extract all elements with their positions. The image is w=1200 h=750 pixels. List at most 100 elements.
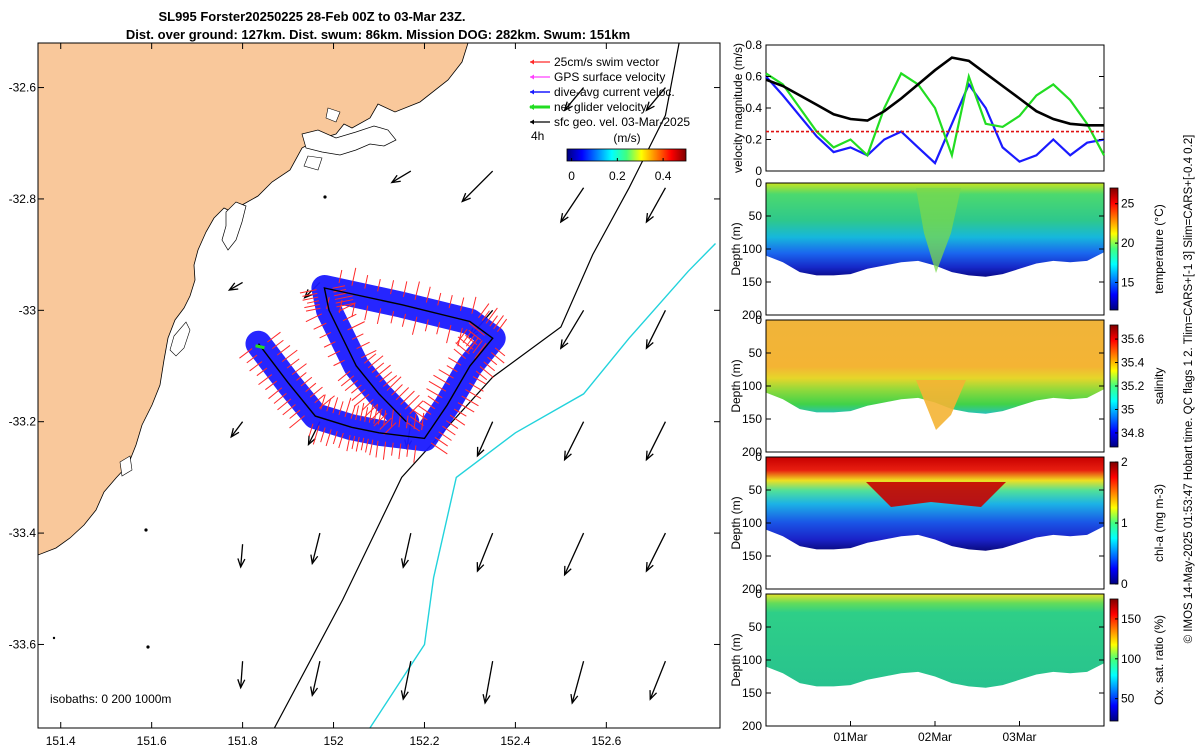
swim-vector (478, 303, 490, 319)
oxygen-section-ytick-label: 100 (742, 653, 762, 667)
swim-vector (459, 297, 465, 312)
geo-velocity-arrow (645, 187, 667, 224)
swim-vector (446, 324, 452, 344)
swim-vector (449, 414, 466, 426)
geo-arrow-head (461, 192, 471, 203)
swim-vector (483, 361, 495, 372)
swim-vector (390, 311, 395, 324)
oxygen-section-xtick-label: 01Mar (833, 730, 867, 744)
temperature-section-ytick-label: 0 (755, 176, 762, 190)
geo-arrow-shaft (645, 310, 667, 349)
swim-vector (437, 292, 442, 306)
swim-vector (277, 398, 292, 411)
lake-2 (325, 107, 341, 123)
swim-vector (351, 302, 356, 317)
swim-vector (289, 415, 305, 429)
map-axis-ticks: 151.4 151.6 151.8 152 152.2 152.4 152.6 -32.6 -3… (9, 43, 720, 748)
geo-arrow-head (310, 686, 319, 698)
swim-vector (337, 370, 351, 382)
legend-dive-label: dive-avg current veloc. (554, 85, 675, 99)
salinity-section-panel: 0 50 100 150 200 Depth (m) 34.8 35 35.2 35.4 35.6 s… (729, 313, 1166, 459)
geo-arrow-head (645, 339, 654, 350)
chlorophyll-section-ytick-label: 150 (742, 549, 762, 563)
swim-vector (479, 366, 494, 378)
swim-vector (305, 307, 321, 312)
swim-vector (375, 364, 391, 378)
geo-arrow-shaft (240, 544, 244, 568)
swim-vector (249, 361, 263, 372)
swim-vector (413, 413, 417, 430)
swim-vector (273, 392, 287, 404)
velocity-panel: 0 0.2 0.4 0.6 0.8 velocity magnitude (m/s) (731, 38, 1105, 178)
swim-vector (457, 327, 463, 347)
swim-vector (335, 299, 354, 304)
swim-vector (489, 315, 498, 327)
swim-vector (361, 399, 374, 411)
colorbar-tick-label: 0 (568, 169, 575, 183)
swim-vector (369, 439, 374, 456)
title-line-2: Dist. over ground: 127km. Dist. swum: 86… (126, 27, 630, 42)
geo-arrow-shaft (571, 660, 585, 704)
swim-vector (391, 442, 394, 456)
velocity-ytick-label: 0 (755, 164, 762, 178)
chlorophyll-section-ytick-label: 0 (755, 450, 762, 464)
swim-vector (382, 375, 398, 387)
geo-velocity-arrow (570, 660, 585, 705)
salinity-high-core (916, 380, 966, 430)
swim-vector (391, 384, 403, 396)
swim-vector (472, 340, 483, 354)
chlorophyll-maximum-core (866, 482, 1006, 507)
swim-vector (276, 345, 291, 356)
swim-vector (424, 319, 429, 332)
geo-arrow-head (230, 428, 240, 439)
geo-arrow-shaft (476, 421, 494, 457)
chlorophyll-section-ytick-label: 200 (742, 582, 762, 596)
swim-vector (351, 333, 364, 340)
velocity-ytick-label: 0.2 (745, 133, 762, 147)
swim-vector (338, 401, 344, 416)
geo-velocity-arrow (237, 544, 246, 569)
geo-velocity-arrow (310, 532, 321, 566)
swim-vector (434, 436, 448, 447)
map-xtick-label: 152.6 (591, 734, 621, 748)
swim-vector (360, 437, 365, 451)
swim-vector (355, 405, 360, 420)
swim-vector (400, 390, 415, 405)
swim-vector (323, 341, 336, 348)
geo-arrow-head (645, 212, 654, 224)
geo-arrow-head (563, 450, 572, 462)
salinity-section-ytick-label: 150 (742, 412, 762, 426)
chlorophyll-section-ctick-label: 2 (1121, 455, 1128, 469)
swim-vector (490, 352, 505, 364)
swim-vector (411, 409, 428, 421)
geo-velocity-arrow (390, 170, 412, 184)
geo-arrow-shaft (311, 661, 321, 696)
temperature-section-ctick-label: 15 (1121, 275, 1135, 289)
legend-swim-arrowhead (530, 59, 534, 65)
isobaths-label: isobaths: 0 200 1000m (50, 692, 171, 706)
geo-arrow-head (559, 213, 569, 224)
velocity-line-net-glider (765, 71, 1105, 160)
geo-velocity-arrow (400, 532, 412, 569)
geo-arrow-shaft (645, 187, 667, 223)
swim-vector (351, 435, 356, 450)
geo-arrow-shaft (560, 187, 585, 223)
map-xtick-label: 152.2 (409, 734, 439, 748)
isobath-1000m (369, 243, 716, 728)
swim-vector (320, 427, 326, 443)
lake-3 (303, 155, 323, 171)
geo-arrow-shaft (564, 532, 585, 576)
colorbar-tick-label: 0.2 (609, 169, 626, 183)
net-glider-velocity (255, 344, 265, 350)
swim-vector (379, 417, 392, 430)
map-xtick-label: 151.8 (228, 734, 258, 748)
swim-vector (438, 431, 452, 441)
salinity-section-clabel: salinity (1152, 368, 1166, 405)
swim-vector (342, 313, 357, 322)
swim-vector (469, 382, 484, 392)
legend-geo-arrowhead (530, 119, 534, 125)
oxygen-section-xtick-label: 03Mar (1002, 730, 1036, 744)
geo-velocity-arrow (482, 661, 494, 705)
